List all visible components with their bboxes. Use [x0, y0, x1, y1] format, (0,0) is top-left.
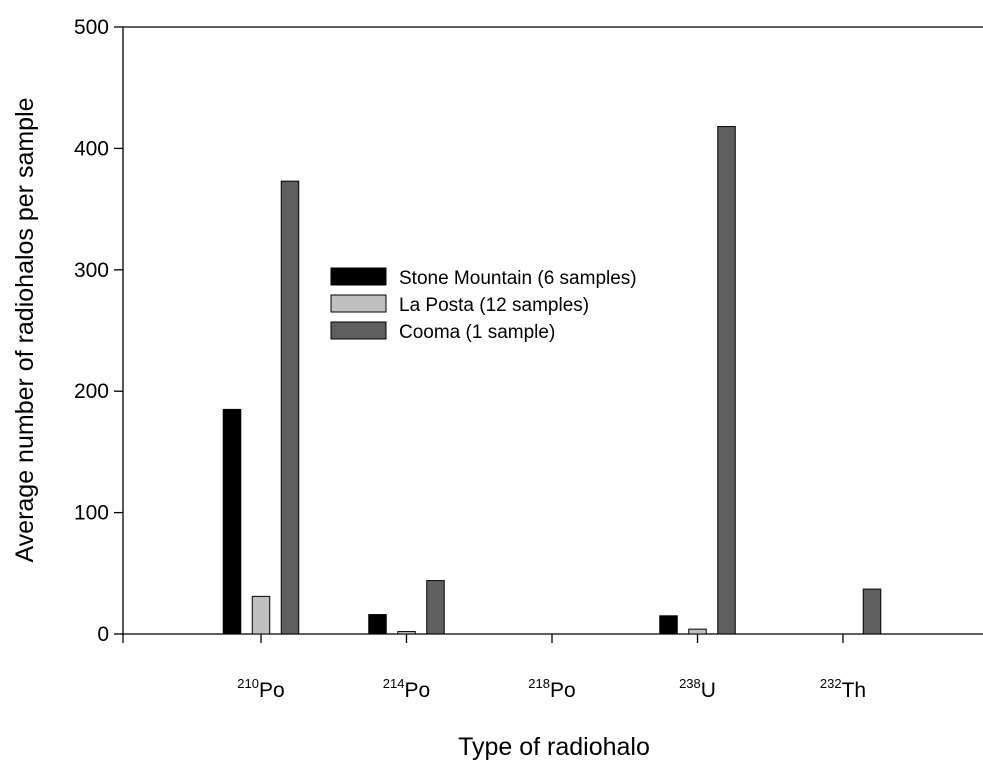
y-tick-label: 400 — [74, 137, 109, 160]
bar-series-0-cat-0 — [222, 408, 242, 635]
y-tick-label: 100 — [74, 502, 109, 525]
bar-series-2-cat-0 — [280, 180, 300, 635]
category-mass-number: 238 — [679, 676, 701, 691]
bar-series-2-cat-1 — [426, 580, 445, 635]
category-element-symbol: Po — [259, 679, 285, 702]
bar-series-2-cat-4 — [862, 588, 882, 635]
x-category-label: 214Po — [383, 676, 430, 702]
x-category-label: 210Po — [237, 676, 284, 702]
y-tick-label: 200 — [74, 380, 109, 403]
bars — [222, 126, 882, 635]
category-mass-number: 218 — [528, 676, 550, 691]
y-axis-title: Average number of radiohalos per sample — [11, 97, 39, 562]
category-mass-number: 210 — [237, 676, 259, 691]
legend-swatch-1 — [330, 294, 387, 313]
bar-series-1-cat-3 — [688, 628, 707, 635]
category-element-symbol: U — [701, 679, 716, 702]
category-mass-number: 214 — [383, 676, 405, 691]
category-element-symbol: Th — [842, 679, 867, 702]
y-tick-label: 0 — [97, 623, 109, 646]
category-labels: 210Po 214Po 218Po 238U 232Th — [237, 676, 866, 702]
x-category-label: 218Po — [528, 676, 575, 702]
tick-labels: 0 100 200 300 400 500 — [74, 16, 109, 646]
bar-series-1-cat-0 — [251, 595, 271, 635]
category-element-symbol: Po — [405, 679, 431, 702]
x-category-label: 238U — [679, 676, 716, 702]
legend-label-2: Cooma (1 sample) — [399, 322, 555, 343]
legend-label-1: La Posta (12 samples) — [399, 295, 589, 316]
legend-swatch-2 — [330, 321, 387, 340]
legend-label-0: Stone Mountain (6 samples) — [399, 268, 637, 289]
x-category-label: 232Th — [820, 676, 866, 702]
category-mass-number: 232 — [820, 676, 842, 691]
bar-series-1-cat-1 — [397, 631, 416, 635]
bar-series-2-cat-3 — [717, 126, 736, 635]
x-axis-title: Type of radiohalo — [458, 733, 650, 761]
bar-series-0-cat-3 — [659, 615, 678, 635]
bar-series-0-cat-1 — [368, 614, 387, 635]
legend-swatch-0 — [330, 267, 387, 286]
y-tick-label: 300 — [74, 259, 109, 282]
legend: Stone Mountain (6 samples) La Posta (12 s… — [330, 267, 637, 343]
category-element-symbol: Po — [550, 679, 576, 702]
y-tick-label: 500 — [74, 16, 109, 39]
